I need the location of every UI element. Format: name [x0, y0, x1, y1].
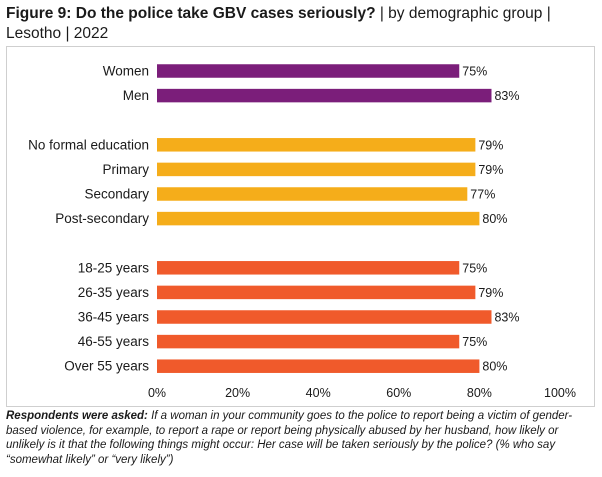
category-label-36-45-years: 36-45 years — [78, 310, 150, 325]
x-tick-label: 20% — [225, 386, 250, 400]
value-label-26-35-years: 79% — [478, 286, 503, 300]
category-label-post-secondary: Post-secondary — [55, 211, 149, 226]
figure-title: Figure 9: Do the police take GBV cases s… — [6, 4, 596, 44]
bar-women — [157, 64, 460, 78]
question-note-lead: Respondents were asked: — [6, 410, 148, 422]
bar-men — [157, 88, 492, 103]
bar-over-55-years — [157, 359, 480, 373]
value-label-primary: 79% — [478, 163, 503, 177]
value-label-secondary: 77% — [470, 188, 495, 202]
category-label-secondary: Secondary — [84, 187, 149, 202]
question-note: Respondents were asked: If a woman in yo… — [6, 409, 596, 467]
category-label-primary: Primary — [103, 162, 150, 177]
question-note-text: If a woman in your community goes to the… — [6, 410, 573, 466]
bar-36-45-years — [157, 310, 492, 324]
x-tick-label: 0% — [148, 386, 166, 400]
bar-post-secondary — [157, 211, 480, 226]
x-tick-label: 100% — [544, 386, 576, 400]
figure-title-subtitle: | by demographic group | Lesotho | 2022 — [6, 5, 551, 42]
category-label-women: Women — [103, 64, 149, 79]
value-label-women: 75% — [462, 65, 487, 79]
category-label-men: Men — [123, 88, 149, 103]
category-label-no-formal-education: No formal education — [28, 137, 149, 152]
bar-chart: Women 75% Men 83% No formal education 79% Prim… — [28, 64, 576, 401]
value-label-36-45-years: 83% — [494, 311, 519, 325]
chart-frame: Women 75% Men 83% No formal education 79% Prim… — [6, 46, 595, 407]
bar-no-formal-education — [157, 138, 476, 152]
value-label-men: 83% — [494, 89, 519, 103]
x-tick-label: 40% — [306, 386, 331, 400]
value-label-18-25-years: 75% — [462, 261, 487, 275]
bar-secondary — [157, 187, 468, 201]
bar-primary — [157, 162, 476, 177]
category-label-46-55-years: 46-55 years — [78, 334, 150, 349]
value-label-post-secondary: 80% — [482, 212, 507, 226]
bar-18-25-years — [157, 261, 460, 275]
category-label-over-55-years: Over 55 years — [64, 359, 149, 374]
category-label-26-35-years: 26-35 years — [78, 285, 150, 300]
bar-26-35-years — [157, 285, 476, 300]
value-label-no-formal-education: 79% — [478, 138, 503, 152]
figure-title-main: Figure 9: Do the police take GBV cases s… — [6, 5, 376, 22]
value-label-46-55-years: 75% — [462, 335, 487, 349]
x-tick-label: 60% — [386, 386, 411, 400]
category-label-18-25-years: 18-25 years — [78, 260, 150, 275]
x-tick-label: 80% — [467, 386, 492, 400]
value-label-over-55-years: 80% — [482, 360, 507, 374]
bar-46-55-years — [157, 334, 460, 349]
